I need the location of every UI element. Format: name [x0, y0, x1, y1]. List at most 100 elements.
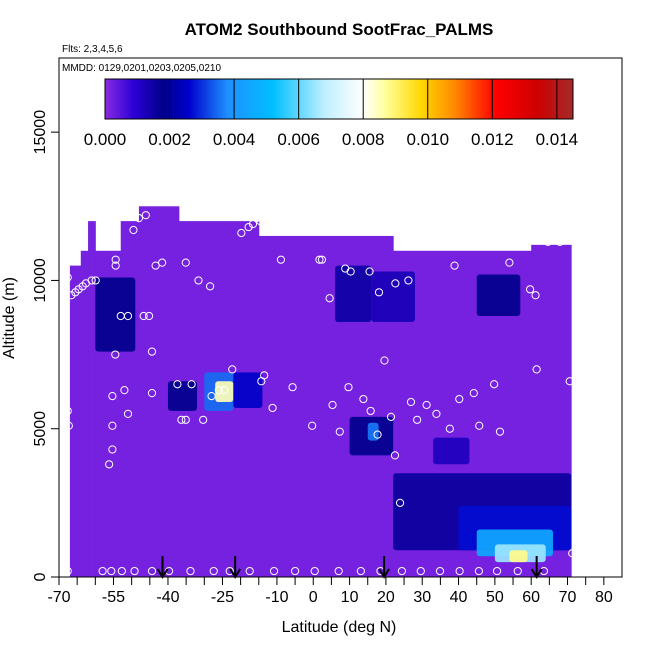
heatmap-background-cell [69, 265, 82, 577]
colorbar-tick-label: 0.002 [148, 130, 191, 149]
sample-points [63, 211, 577, 576]
x-tick-label: 80 [595, 589, 613, 606]
sample-point [181, 415, 190, 424]
sample-point [492, 566, 502, 576]
colorbar-tick-label: 0.008 [342, 130, 385, 149]
sample-point [98, 566, 107, 576]
sample-point [248, 219, 258, 229]
heatmap-cell [233, 372, 263, 408]
y-tick-label: 10000 [32, 258, 49, 303]
sample-point [308, 421, 317, 430]
sample-point [117, 566, 126, 576]
heatmap-cell [509, 550, 528, 563]
sample-point [225, 566, 234, 576]
sample-point [209, 566, 218, 576]
sample-point [568, 549, 577, 558]
colorbar-tick-label: 0.006 [277, 130, 320, 149]
sample-point [395, 498, 405, 507]
sample-point [237, 228, 246, 238]
sample-point [513, 566, 522, 576]
sample-point [328, 400, 337, 410]
x-tick-label: -10 [265, 589, 288, 606]
sample-point [256, 217, 265, 226]
sample-point [108, 391, 117, 401]
x-tick-label: 30 [413, 589, 431, 606]
y-axis: 0 5000 10000 15000 [32, 110, 59, 581]
sample-point [139, 311, 148, 321]
x-tick-label: 60 [522, 589, 540, 606]
sample-point [64, 421, 73, 430]
sample-point [220, 386, 229, 395]
heatmap-cell [367, 422, 379, 441]
sample-point [134, 214, 144, 223]
colorbar-tick-label: 0.000 [84, 130, 127, 149]
sample-point [194, 276, 203, 285]
heatmap-cell [433, 437, 470, 465]
sample-point [490, 380, 499, 389]
sample-point [207, 391, 216, 401]
sample-point [404, 276, 413, 285]
sample-point [413, 415, 422, 424]
y-tick-label: 0 [32, 572, 49, 581]
dates-subtitle: MMDD: 0129,0201,0203,0205,0210 [62, 63, 221, 74]
sample-point [120, 386, 129, 395]
sample-point [359, 394, 368, 404]
sample-point [123, 409, 133, 418]
sample-point [290, 566, 300, 576]
sample-point [228, 365, 237, 374]
sample-point [432, 409, 441, 418]
sample-point [186, 566, 195, 576]
sample-point [87, 276, 96, 285]
x-axis: -70 -55 -40 -25 -10 0 10 20 30 40 50 60 70 80 [47, 577, 613, 606]
sample-point [390, 451, 400, 460]
sample-point [406, 397, 416, 407]
sample-point [325, 294, 334, 303]
heatmap-background-cell [258, 235, 314, 577]
colorbar-tick-label: 0.012 [471, 130, 514, 149]
heatmap-cell [95, 277, 136, 352]
sample-point [111, 261, 120, 270]
sample-point [141, 211, 150, 220]
sample-point [91, 276, 100, 285]
sample-point [214, 386, 223, 395]
sample-point [260, 371, 269, 380]
sample-point [416, 566, 425, 576]
sample-point [310, 566, 319, 576]
sample-point [151, 261, 160, 270]
sample-point [543, 237, 553, 246]
sample-point [245, 566, 254, 576]
sample-point [111, 255, 120, 264]
x-axis-label: Latitude (deg N) [282, 619, 397, 636]
sample-point [334, 566, 343, 576]
sample-point [374, 288, 384, 297]
sample-point [276, 255, 286, 264]
sample-point [474, 566, 483, 576]
sample-point [455, 394, 464, 404]
sample-point [386, 412, 396, 421]
colorbar-tick-label: 0.014 [536, 130, 579, 149]
sample-point [526, 285, 535, 294]
heatmap-cell [476, 274, 521, 317]
sample-point [346, 267, 355, 276]
sample-point [373, 430, 382, 439]
sample-point [269, 566, 279, 576]
x-tick-label: -55 [102, 589, 125, 606]
sample-point [63, 566, 72, 576]
sample-point [315, 255, 324, 264]
sample-point [288, 383, 297, 392]
heatmap-cell [371, 271, 415, 322]
sample-point [123, 311, 133, 321]
x-tick-label: 0 [309, 589, 318, 606]
sample-point [555, 237, 564, 246]
sample-point [111, 350, 120, 359]
colorbar-tick-label: 0.004 [213, 130, 256, 149]
sample-point [317, 255, 327, 264]
heatmap-cell [215, 381, 234, 403]
sample-point [397, 566, 406, 576]
sample-point [505, 258, 514, 267]
heatmap-background-cell [120, 221, 140, 577]
sample-point [531, 291, 540, 300]
sample-point [187, 380, 196, 389]
sample-point [391, 279, 400, 288]
x-tick-label: 20 [377, 589, 395, 606]
